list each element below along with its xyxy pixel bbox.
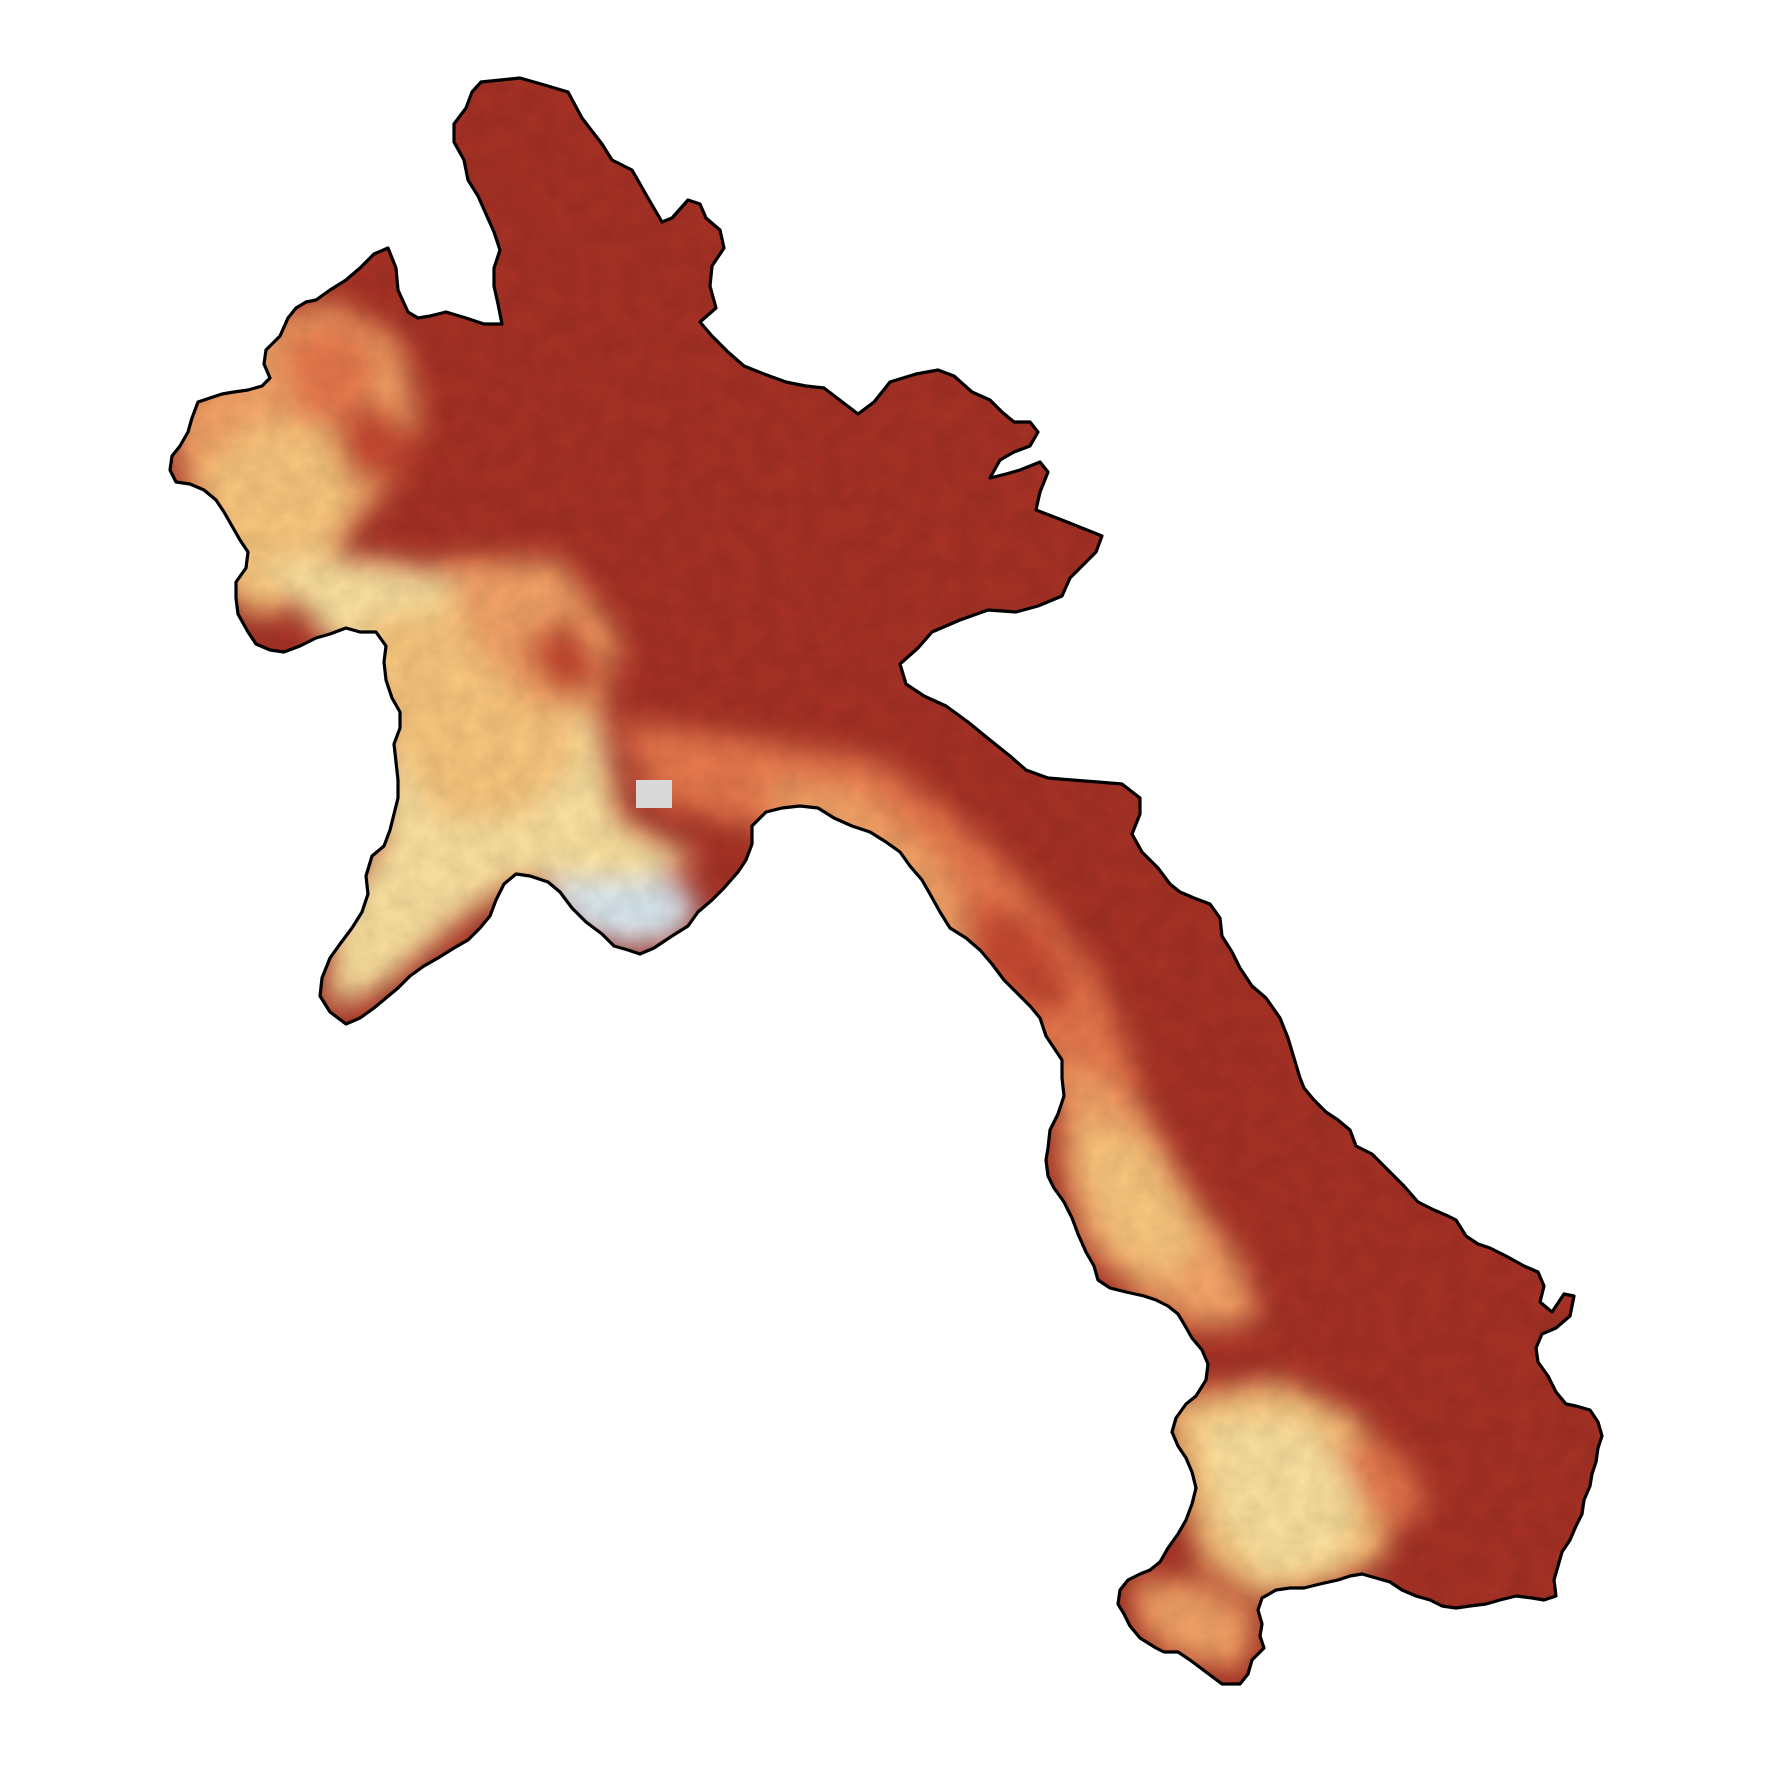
no-data-patch (636, 780, 672, 808)
water-patch (424, 968, 438, 978)
